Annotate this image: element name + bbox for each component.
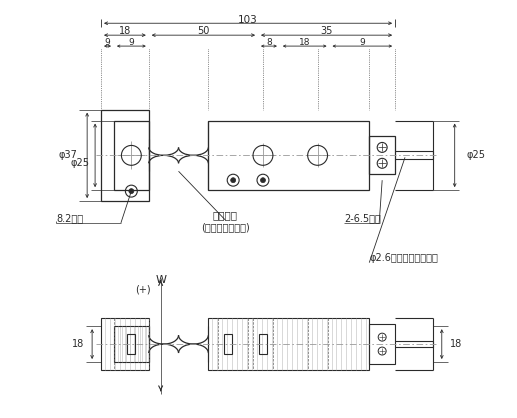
- Bar: [259, 334, 267, 354]
- Text: 9: 9: [129, 38, 134, 47]
- Text: 50: 50: [197, 26, 209, 36]
- Bar: [114, 120, 149, 190]
- Text: 8.2キリ: 8.2キリ: [56, 213, 83, 223]
- Bar: [101, 318, 149, 370]
- Text: 2-6.5キリ: 2-6.5キリ: [344, 213, 382, 223]
- Circle shape: [129, 189, 134, 194]
- Text: φ2.6テフロンケーブル: φ2.6テフロンケーブル: [369, 252, 438, 263]
- Bar: [127, 334, 135, 354]
- Bar: [208, 318, 369, 370]
- Bar: [208, 120, 369, 190]
- Text: (ネオプレンゴム): (ネオプレンゴム): [201, 222, 250, 232]
- Text: 103: 103: [238, 15, 258, 25]
- Bar: [101, 110, 149, 201]
- Text: 35: 35: [321, 26, 333, 36]
- Text: 18: 18: [72, 339, 84, 349]
- Text: φ25: φ25: [70, 158, 89, 168]
- Circle shape: [261, 178, 265, 183]
- Text: 18: 18: [450, 339, 462, 349]
- Text: φ37: φ37: [58, 150, 77, 161]
- Text: 9: 9: [104, 38, 111, 47]
- Text: φ25: φ25: [467, 150, 485, 161]
- Text: 9: 9: [359, 38, 365, 47]
- Text: (+): (+): [135, 285, 150, 294]
- Text: 18: 18: [119, 26, 131, 36]
- Bar: [224, 334, 232, 354]
- Bar: [369, 137, 395, 174]
- Bar: [114, 326, 149, 362]
- Bar: [369, 324, 395, 364]
- Circle shape: [231, 178, 236, 183]
- Text: W: W: [155, 275, 166, 285]
- Text: ベローズ: ベローズ: [212, 210, 238, 220]
- Text: 8: 8: [266, 38, 272, 47]
- Text: 18: 18: [299, 38, 310, 47]
